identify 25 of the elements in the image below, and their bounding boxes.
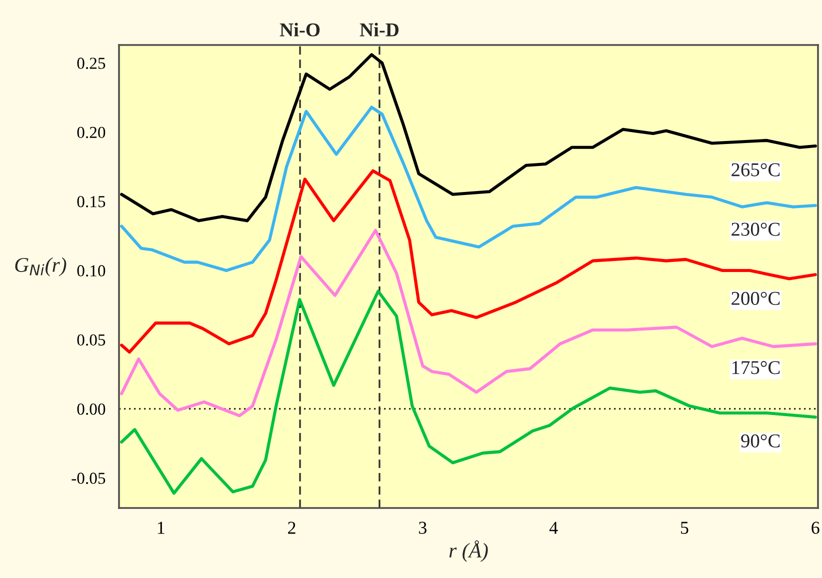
y-tick-label: 0.15 bbox=[77, 196, 106, 208]
x-tick-label: 6 bbox=[812, 522, 820, 534]
x-tick-label: 3 bbox=[419, 522, 426, 534]
y-tick-label: 0.05 bbox=[77, 334, 106, 346]
x-tick-label: 1 bbox=[158, 522, 164, 534]
x-tick-label: 5 bbox=[681, 522, 688, 534]
y-tick-label: 0.10 bbox=[77, 265, 106, 276]
ref-line-label: Ni-D bbox=[360, 22, 399, 36]
y-tick-label: -0.05 bbox=[72, 472, 106, 484]
x-tick-label: 4 bbox=[549, 522, 558, 534]
x-axis-title: r (Å) bbox=[449, 540, 488, 562]
line-series bbox=[120, 290, 817, 495]
line-series bbox=[120, 106, 817, 272]
ref-line-label: Ni-O bbox=[280, 22, 320, 36]
y-axis-title: G$_{Ni}$(r) bbox=[15, 257, 66, 276]
series-label: 265°C bbox=[732, 163, 780, 176]
y-tick-label: 0.00 bbox=[77, 404, 106, 415]
y-tick-label: 0.20 bbox=[77, 126, 106, 138]
series-label: 90°C bbox=[741, 434, 780, 448]
line-series bbox=[120, 53, 817, 222]
series-label: 230°C bbox=[732, 222, 780, 236]
x-tick-label: 2 bbox=[288, 522, 296, 534]
y-tick-label: 0.25 bbox=[77, 58, 106, 70]
series-label: 200°C bbox=[732, 292, 780, 305]
series-label: 175°C bbox=[732, 361, 780, 374]
